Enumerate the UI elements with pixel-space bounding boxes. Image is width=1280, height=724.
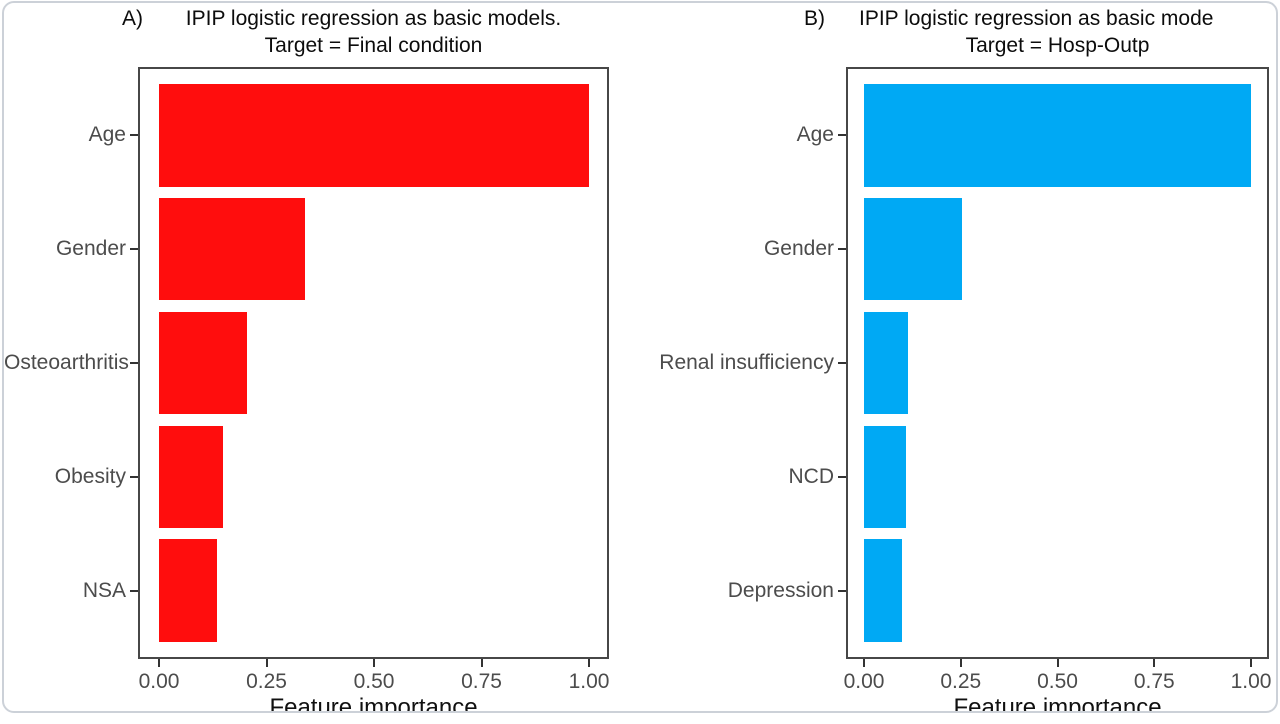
- x-tick-mark: [1056, 659, 1059, 667]
- x-tick-label: 0.75: [461, 670, 502, 693]
- y-axis-label: Gender: [55, 237, 126, 261]
- y-tick-mark: [838, 248, 846, 251]
- x-tick-label: 0.50: [353, 670, 395, 693]
- x-tick-label: 0.75: [1133, 670, 1175, 693]
- x-tick-label: 0.00: [138, 670, 180, 693]
- bar: [864, 84, 1251, 187]
- x-tick-mark: [1153, 659, 1156, 667]
- bar: [864, 197, 962, 301]
- chart-final-condition: A) IPIP logistic regression as basic mod…: [4, 3, 1276, 711]
- y-tick-mark: [130, 362, 138, 364]
- x-axis-title: Feature importance: [269, 694, 478, 713]
- y-axis-label: Gender: [763, 237, 834, 261]
- y-axis-label: NCD: [788, 464, 835, 488]
- chart-hosp-outp: B) IPIP logistic regression as basic mod…: [4, 3, 1276, 711]
- bar: [159, 425, 223, 529]
- y-axis-label: Age: [88, 123, 126, 147]
- chart-b-title-line2: Target = Hosp-Outp: [965, 34, 1150, 57]
- x-tick-label: 1.00: [568, 670, 610, 693]
- x-tick-label: 0.25: [940, 670, 982, 693]
- y-tick-mark: [130, 248, 138, 251]
- bar: [159, 84, 589, 187]
- x-tick-mark: [1250, 659, 1252, 667]
- x-tick-mark: [959, 659, 962, 667]
- x-tick-mark: [863, 659, 865, 667]
- y-tick-mark: [130, 475, 138, 478]
- bar: [159, 311, 248, 415]
- y-tick-mark: [838, 362, 846, 364]
- panel-tag-b: B): [804, 7, 825, 30]
- y-axis-label: Age: [796, 123, 834, 147]
- x-tick-label: 0.50: [1037, 670, 1078, 693]
- y-tick-mark: [838, 589, 846, 592]
- bar: [159, 539, 218, 642]
- y-axis-label: NSA: [82, 578, 126, 602]
- bar: [864, 425, 907, 529]
- chart-a-title-line1: IPIP logistic regression as basic models…: [185, 7, 562, 30]
- y-tick-mark: [838, 475, 846, 478]
- y-axis-label: Obesity: [54, 464, 126, 488]
- x-tick-label: 1.00: [1230, 670, 1272, 693]
- panel-tag-a: A): [122, 7, 143, 30]
- x-tick-label: 0.25: [246, 670, 287, 693]
- y-tick-mark: [130, 589, 138, 592]
- chart-a-title-line2: Target = Final condition: [264, 34, 483, 57]
- y-axis-label: Osteoarthritis: [4, 351, 129, 374]
- y-axis-label: Renal insufficiency: [659, 351, 834, 374]
- x-tick-mark: [373, 659, 375, 667]
- bar: [864, 311, 909, 415]
- bar: [864, 539, 902, 642]
- x-tick-mark: [265, 659, 268, 667]
- bar: [159, 197, 306, 301]
- x-tick-mark: [480, 659, 483, 667]
- x-tick-label: 0.00: [843, 670, 885, 693]
- chart-b-title-line1: IPIP logistic regression as basic mode: [859, 7, 1214, 30]
- x-axis-title: Feature importance: [953, 694, 1162, 713]
- y-axis-label: Depression: [727, 578, 834, 602]
- y-tick-mark: [130, 134, 138, 137]
- x-tick-mark: [588, 659, 590, 667]
- x-tick-mark: [158, 659, 160, 667]
- y-tick-mark: [838, 134, 846, 137]
